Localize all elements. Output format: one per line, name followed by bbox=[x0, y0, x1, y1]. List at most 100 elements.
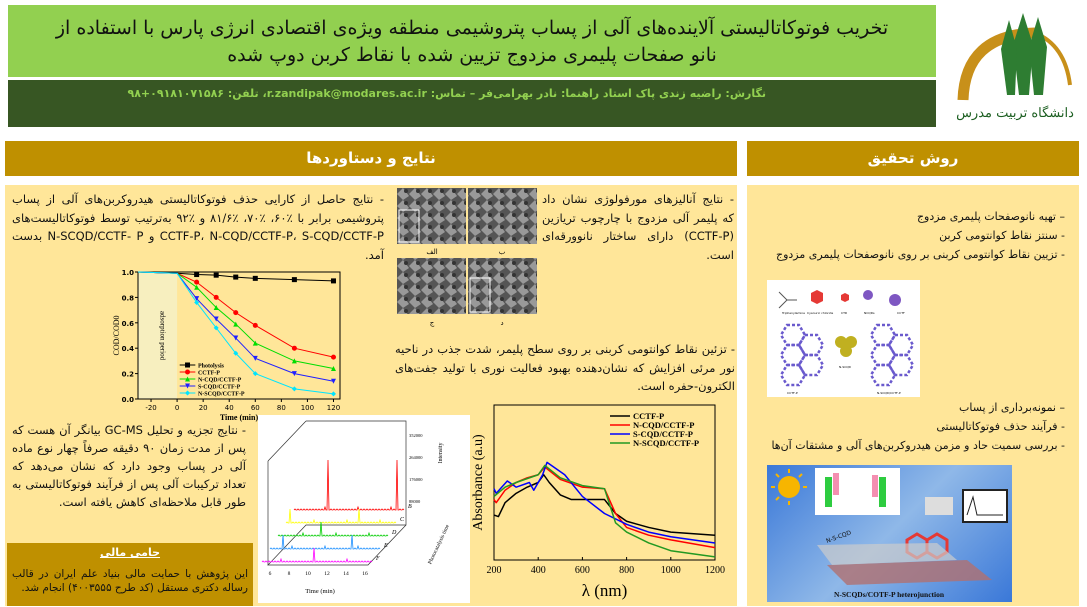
synthesis-scheme: Triphenylamine Cyanuric chloride CTD NCQ… bbox=[767, 280, 920, 397]
data-point bbox=[330, 278, 336, 284]
series-line-n-cqd-cctf-p bbox=[137, 271, 334, 370]
data-point bbox=[185, 383, 191, 389]
title-line-1: تخریب فوتوکاتالیستی آلاینده‌های آلی از پ… bbox=[55, 17, 889, 39]
data-point bbox=[185, 390, 191, 396]
scheme-label: Cyanuric chloride bbox=[807, 311, 833, 315]
sem-image-b bbox=[468, 188, 537, 244]
x-tick-label: 40 bbox=[225, 404, 234, 412]
x-tick-label: 14 bbox=[343, 571, 349, 577]
title-line-2: نانو صفحات پلیمری مزدوج تزیین شده با نقا… bbox=[227, 44, 717, 66]
sem-image-a bbox=[397, 188, 466, 244]
x-tick-label: 10 bbox=[305, 571, 311, 577]
y-tick-label: 88000 bbox=[409, 499, 421, 504]
graphic-caption: N-SCQDs/COTF-P heterojunction bbox=[834, 590, 945, 599]
x-tick-label: -20 bbox=[145, 404, 156, 412]
gcms-series-label: C bbox=[400, 517, 405, 523]
series-line-cctf-p bbox=[493, 474, 716, 536]
data-point bbox=[291, 358, 297, 364]
logo-text: دانشگاه تربیت مدرس bbox=[956, 105, 1074, 121]
series-line-n-cqd-cctf-p bbox=[493, 466, 716, 549]
x-tick-label: 100 bbox=[301, 404, 314, 412]
sem-label-a: الف bbox=[426, 248, 437, 256]
scheme-label: Triphenylamine bbox=[781, 311, 805, 315]
gcms-series-label: B bbox=[408, 504, 412, 510]
monitor-icon bbox=[962, 489, 1008, 523]
sem-image-c bbox=[397, 258, 466, 314]
y-tick-label: 352000 bbox=[409, 433, 423, 438]
x-axis-label: Time (min) bbox=[220, 413, 259, 422]
data-point bbox=[330, 354, 336, 360]
y-axis-label: Intensity bbox=[438, 443, 444, 464]
x-tick-label: 12 bbox=[324, 571, 330, 577]
scheme-label: N-SCQD bbox=[839, 365, 852, 369]
data-point bbox=[291, 386, 297, 392]
data-point bbox=[185, 362, 191, 368]
data-point bbox=[213, 316, 219, 322]
photocatalysis-graphic: N-S-CQD N-SCQDs/COTF-P heterojunction bbox=[767, 465, 1012, 602]
x-tick-label: 80 bbox=[277, 404, 286, 412]
sem-image-d bbox=[468, 258, 537, 314]
adsorption-label: adsorption period bbox=[159, 311, 167, 361]
x-tick-label: 16 bbox=[362, 571, 368, 577]
x-tick-label: 8 bbox=[288, 571, 291, 577]
data-point bbox=[252, 322, 258, 328]
results-paragraph-4: - نتایج تجزیه و تحلیل GC-MS بیانگر آن هس… bbox=[12, 423, 246, 509]
x-tick-label: 1200 bbox=[705, 565, 725, 576]
y-tick-label: 0.2 bbox=[122, 371, 135, 379]
scheme-label: CCTF-P bbox=[787, 391, 798, 395]
scheme-label: CTD bbox=[841, 311, 848, 315]
x-tick-label: 800 bbox=[619, 565, 634, 576]
z-axis-label: Photocatalysis time bbox=[427, 523, 451, 565]
y-axis-label: COD/COD0 bbox=[112, 315, 121, 355]
data-point bbox=[185, 376, 191, 382]
sem-images: الف ب ج د bbox=[397, 188, 537, 328]
gcms-series-label: F bbox=[375, 556, 380, 562]
data-point bbox=[213, 294, 219, 300]
plot-frame bbox=[137, 271, 341, 400]
x-tick-label: 0 bbox=[175, 404, 179, 412]
gcms-trace-B bbox=[293, 459, 405, 511]
legend-label: CCTF-P bbox=[633, 411, 664, 421]
adsorption-region bbox=[138, 272, 178, 399]
uv-vis-chart: 200 400 600 800 1000 1200 λ (nm) Absorbance (a.… bbox=[471, 404, 725, 600]
data-point bbox=[233, 274, 239, 280]
methods-item: – تهیه نانوصفحات پلیمری مزدوج bbox=[916, 210, 1065, 223]
x-tick-label: 60 bbox=[251, 404, 260, 412]
gcms-trace-E bbox=[269, 534, 381, 550]
gcms-frame bbox=[267, 420, 407, 566]
methods-item: - سنتز نقاط کوانتومی کربن bbox=[939, 229, 1065, 242]
series-line-photolysis bbox=[137, 271, 334, 282]
x-tick-label: 600 bbox=[575, 565, 590, 576]
data-point bbox=[233, 321, 239, 327]
methods-list-1: – تهیه نانوصفحات پلیمری مزدوج - سنتز نقا… bbox=[757, 207, 1067, 264]
data-point bbox=[233, 310, 239, 316]
x-tick-label: 400 bbox=[531, 565, 546, 576]
data-point bbox=[194, 284, 200, 290]
data-point bbox=[252, 371, 258, 377]
y-tick-label: 264000 bbox=[409, 455, 423, 460]
x-tick-label: 200 bbox=[487, 565, 502, 576]
poster-title: تخریب فوتوکاتالیستی آلاینده‌های آلی از پ… bbox=[8, 5, 936, 77]
sem-label-d: د bbox=[500, 319, 503, 327]
x-tick-label: 6 bbox=[269, 571, 272, 577]
sem-label-b: ب bbox=[499, 248, 506, 256]
scheme-label: CCTF bbox=[897, 311, 905, 315]
gcms-trace-D bbox=[277, 521, 389, 537]
funding-title: حامی مالی bbox=[99, 546, 161, 559]
methods-item: - فرآیند حذف فوتوکاتالیستی bbox=[936, 420, 1065, 433]
series-line-s-cqd-cctf-p bbox=[493, 461, 716, 544]
y-tick-label: 1.0 bbox=[122, 269, 135, 277]
sun-icon bbox=[778, 476, 800, 498]
series-line-n-scqd-cctf-p bbox=[493, 464, 716, 558]
authors-bar: نگارش: راضیه زندی پاک استاد راهنما: نادر… bbox=[8, 80, 936, 127]
data-point bbox=[330, 378, 336, 384]
results-paragraph-1: - نتایج حاصل از کارایی حذف فوتوکاتالیستی… bbox=[12, 192, 384, 262]
data-point bbox=[233, 335, 239, 341]
cod-removal-chart: adsorption period 0.0 0.2 0.4 0.6 0.8 1.0 -20 0 2… bbox=[112, 269, 341, 422]
y-tick-label: 0.6 bbox=[122, 320, 135, 328]
methods-item: - بررسی سمیت حاد و مزمن هیدروکربن‌های آل… bbox=[771, 439, 1065, 452]
data-point bbox=[252, 355, 258, 361]
y-tick-label: 0.4 bbox=[122, 345, 135, 353]
data-point bbox=[213, 272, 219, 278]
gcms-trace-F bbox=[261, 547, 373, 563]
